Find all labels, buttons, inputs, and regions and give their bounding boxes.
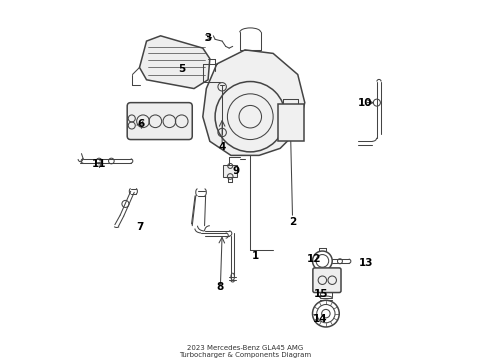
Text: 12: 12 <box>306 254 321 264</box>
Text: 13: 13 <box>359 258 373 267</box>
Polygon shape <box>203 50 305 156</box>
Circle shape <box>287 122 294 129</box>
Text: 15: 15 <box>314 289 328 299</box>
Text: 4: 4 <box>219 141 226 152</box>
Text: 2023 Mercedes-Benz GLA45 AMG
Turbocharger & Components Diagram: 2023 Mercedes-Benz GLA45 AMG Turbocharge… <box>179 345 311 358</box>
Text: 3: 3 <box>204 32 212 42</box>
Text: 9: 9 <box>233 166 240 176</box>
Polygon shape <box>140 36 210 89</box>
Text: 10: 10 <box>357 98 372 108</box>
FancyBboxPatch shape <box>313 268 341 293</box>
FancyBboxPatch shape <box>278 104 304 141</box>
Text: 1: 1 <box>252 251 259 261</box>
Text: 14: 14 <box>313 314 328 324</box>
Text: 7: 7 <box>136 222 143 233</box>
Text: 2: 2 <box>289 217 296 227</box>
Text: 8: 8 <box>217 282 224 292</box>
Text: 6: 6 <box>138 119 145 129</box>
Text: 5: 5 <box>178 64 185 74</box>
FancyBboxPatch shape <box>223 165 237 177</box>
Text: 11: 11 <box>92 159 106 169</box>
FancyBboxPatch shape <box>127 103 192 140</box>
